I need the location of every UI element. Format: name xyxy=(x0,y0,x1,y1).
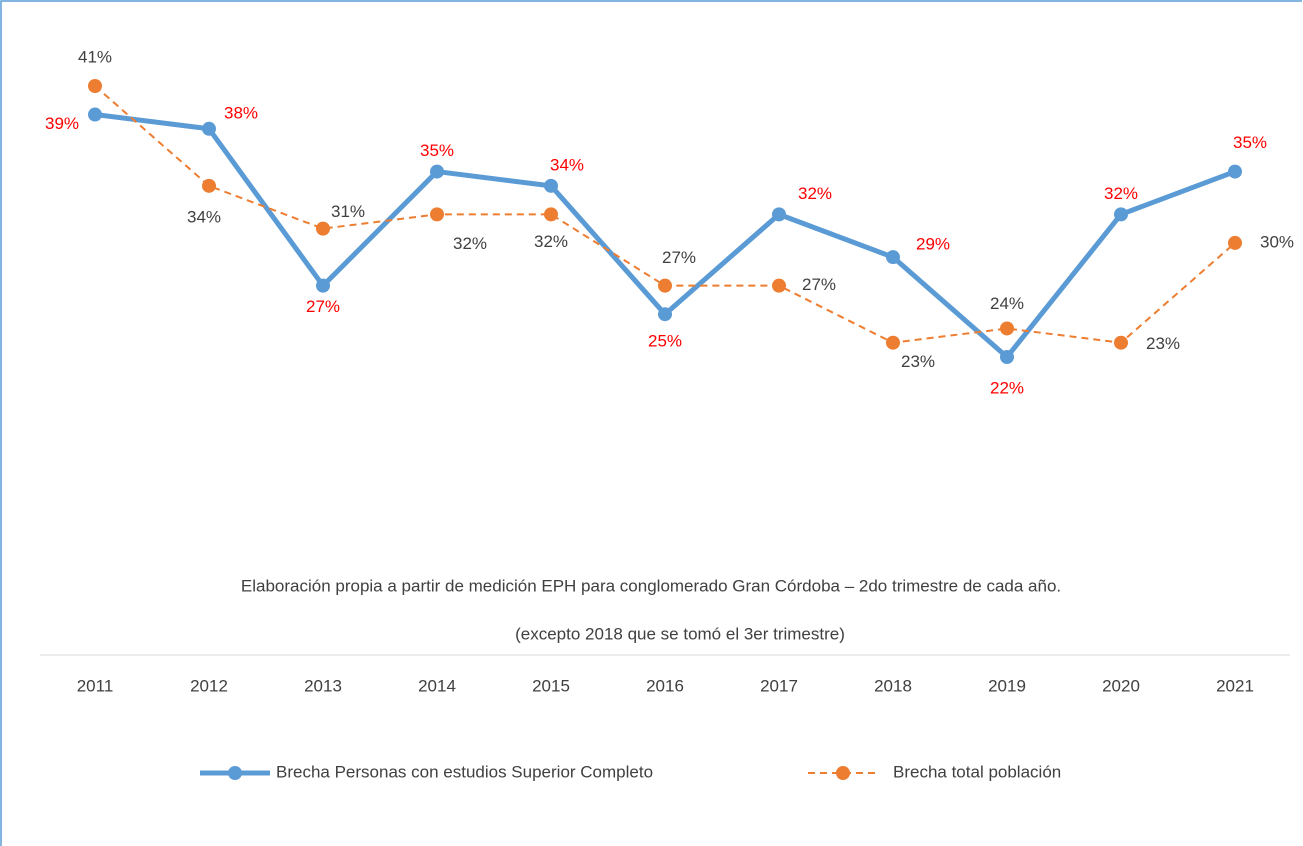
data-label: 23% xyxy=(901,352,935,371)
x-tick-label: 2019 xyxy=(988,676,1026,695)
x-tick-label: 2015 xyxy=(532,676,570,695)
legend-label: Brecha total población xyxy=(893,762,1061,781)
point xyxy=(316,221,330,236)
legend-marker xyxy=(836,766,850,780)
x-tick-label: 2017 xyxy=(760,676,798,695)
data-label: 30% xyxy=(1260,232,1294,251)
series-line xyxy=(94,85,1236,344)
data-label: 35% xyxy=(420,141,454,160)
note: (excepto 2018 que se tomó el 3er trimest… xyxy=(515,624,845,643)
point xyxy=(544,207,558,222)
point xyxy=(1114,207,1128,222)
point xyxy=(1228,164,1242,179)
x-tick-label: 2012 xyxy=(190,676,228,695)
x-tick-label: 2020 xyxy=(1102,676,1140,695)
data-label: 23% xyxy=(1146,334,1180,353)
data-label: 31% xyxy=(331,202,365,221)
point xyxy=(202,121,216,136)
point xyxy=(658,278,672,293)
data-label: 27% xyxy=(306,297,340,316)
point xyxy=(88,79,102,93)
data-label: 35% xyxy=(1233,133,1267,152)
point xyxy=(1000,321,1014,336)
x-tick-label: 2021 xyxy=(1216,676,1254,695)
point xyxy=(430,207,444,222)
data-label: 27% xyxy=(662,248,696,267)
x-tick-label: 2011 xyxy=(77,676,114,695)
point xyxy=(1000,350,1014,364)
point xyxy=(1114,335,1128,350)
point xyxy=(658,307,672,322)
point xyxy=(886,335,900,350)
point xyxy=(202,178,216,193)
point xyxy=(886,250,900,265)
note: Elaboración propia a partir de medición … xyxy=(241,576,1061,595)
point xyxy=(1228,235,1242,250)
x-tick-label: 2018 xyxy=(874,676,912,695)
data-label: 29% xyxy=(916,235,950,254)
point xyxy=(772,278,786,293)
x-tick-label: 2014 xyxy=(418,676,456,695)
point xyxy=(316,278,330,293)
data-label: 32% xyxy=(1104,184,1138,203)
data-label: 38% xyxy=(224,103,258,122)
legend-label: Brecha Personas con estudios Superior Co… xyxy=(276,762,653,781)
data-label: 25% xyxy=(648,332,682,351)
legend-marker xyxy=(228,766,242,780)
data-label: 32% xyxy=(798,184,832,203)
x-tick-label: 2013 xyxy=(304,676,342,695)
data-label: 34% xyxy=(187,207,221,226)
data-label: 41% xyxy=(78,47,112,66)
data-label: 22% xyxy=(990,378,1024,397)
point xyxy=(430,164,444,179)
data-label: 34% xyxy=(550,155,584,174)
data-label: 32% xyxy=(534,232,568,251)
data-label: 24% xyxy=(990,294,1024,313)
data-label: 32% xyxy=(453,234,487,253)
point xyxy=(544,178,558,193)
data-label: 39% xyxy=(45,114,79,133)
x-tick-label: 2016 xyxy=(646,676,684,695)
data-label: 27% xyxy=(802,275,836,294)
point xyxy=(88,107,102,122)
point xyxy=(772,207,786,222)
